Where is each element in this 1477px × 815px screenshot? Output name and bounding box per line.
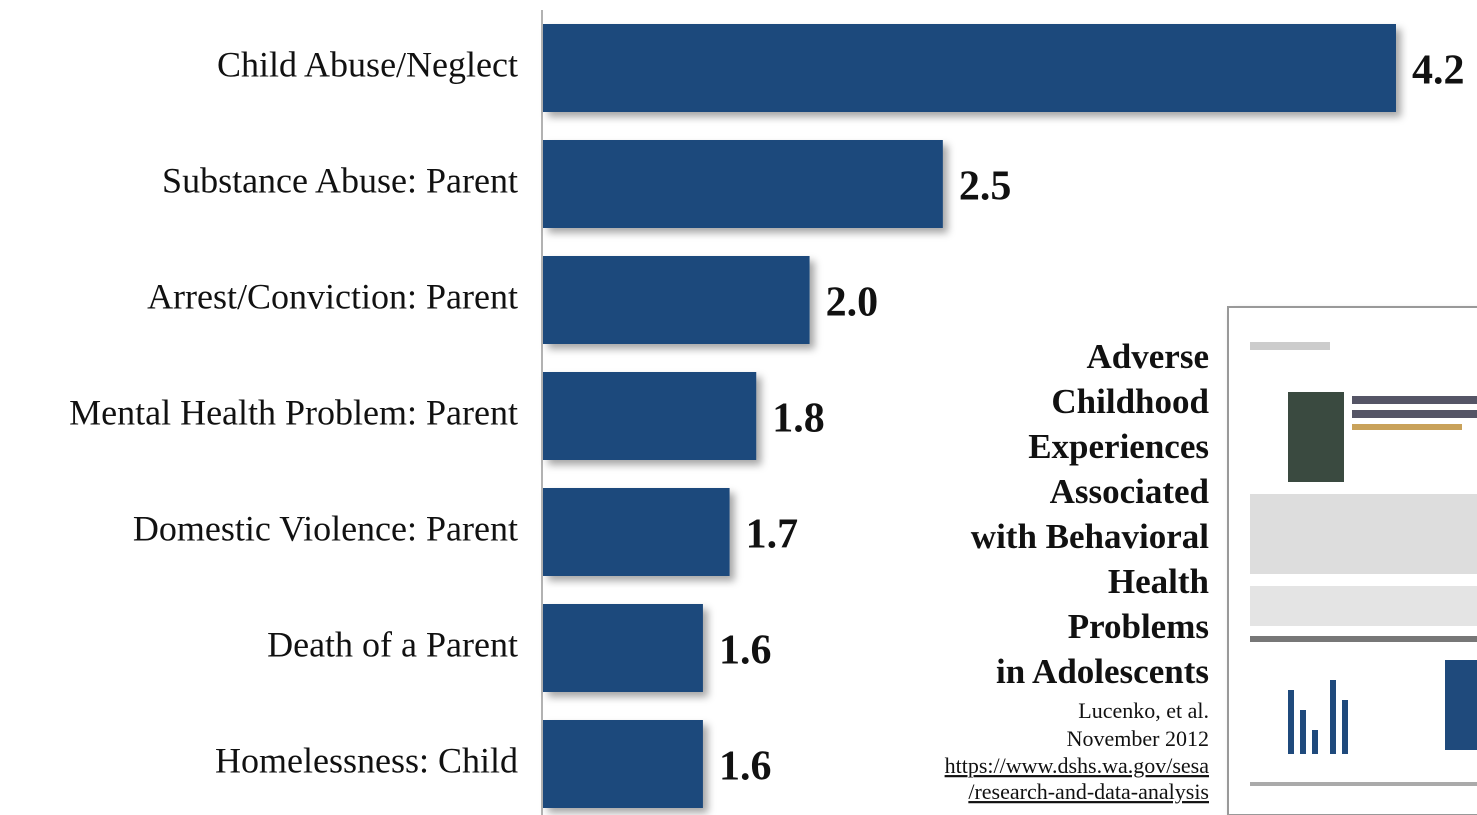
category-label: Child Abuse/Neglect [217,44,518,84]
title-line: in Adolescents [996,652,1209,691]
category-label: Death of a Parent [267,624,518,664]
citation: Lucenko, et al. [1078,698,1209,723]
link: /research-and-data-analysis [968,779,1209,804]
category-label: Homelessness: Child [215,740,518,780]
value-label: 1.6 [719,744,772,790]
category-label: Mental Health Problem: Parent [69,392,518,432]
report-thumbnail [1227,306,1477,815]
category-label: Substance Abuse: Parent [162,160,518,200]
value-label: 1.6 [719,628,772,674]
title-line: with Behavioral [971,517,1209,556]
bar [543,24,1396,112]
category-label: Domestic Violence: Parent [133,508,518,548]
bar [543,720,703,808]
title-line: Associated [1050,472,1210,511]
bar [543,604,703,692]
link: https://www.dshs.wa.gov/sesa [945,753,1210,778]
value-label: 2.0 [826,280,879,326]
value-label: 1.7 [746,512,799,558]
bar [543,372,757,460]
value-label: 1.8 [772,396,825,442]
bar [543,488,730,576]
value-label: 2.5 [959,164,1012,210]
category-label: Arrest/Conviction: Parent [147,276,518,316]
value-label: 4.2 [1412,48,1465,94]
bar [543,140,943,228]
title-line: Childhood [1051,382,1209,421]
title-line: Problems [1068,607,1209,646]
title-line: Experiences [1028,427,1209,466]
title-line: Adverse [1087,337,1209,376]
title-line: Health [1108,562,1209,601]
bar [543,256,810,344]
citation: November 2012 [1067,726,1209,751]
